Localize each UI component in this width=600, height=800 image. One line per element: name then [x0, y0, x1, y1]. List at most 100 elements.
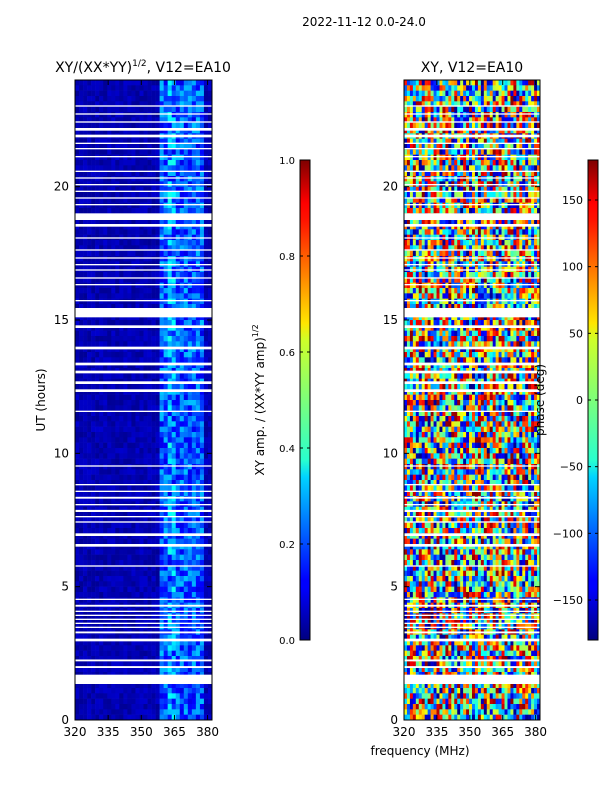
heatmap-cell	[191, 650, 197, 657]
flagged-band	[75, 156, 212, 158]
heatmap-cell	[143, 474, 148, 481]
heatmap-cell	[135, 245, 140, 251]
heatmap-cell	[183, 106, 189, 113]
heatmap-cell	[418, 160, 423, 166]
heatmap-cell	[510, 160, 514, 166]
heatmap-cell	[123, 453, 128, 459]
heatmap-cell	[442, 144, 446, 150]
heatmap-cell	[127, 192, 132, 198]
heatmap-cell	[163, 560, 168, 566]
heatmap-cell	[427, 144, 431, 150]
heatmap-cell	[504, 144, 508, 150]
heatmap-cell	[171, 218, 177, 225]
heatmap-cell	[466, 144, 470, 150]
heatmap-cell	[151, 394, 156, 401]
heatmap-cell	[123, 522, 128, 529]
heatmap-cell	[99, 421, 104, 427]
heatmap-cell	[179, 149, 185, 155]
heatmap-cell	[489, 138, 493, 145]
heatmap-cell	[119, 634, 124, 641]
heatmap-cell	[199, 618, 205, 625]
heatmap-cell	[516, 149, 520, 155]
heatmap-cell	[103, 453, 108, 459]
heatmap-cell	[183, 325, 189, 331]
heatmap-cell	[159, 709, 164, 715]
heatmap-cell	[159, 208, 164, 214]
heatmap-cell	[147, 384, 152, 390]
heatmap-cell	[415, 165, 420, 171]
heatmap-cell	[179, 256, 185, 262]
heatmap-cell	[474, 90, 479, 97]
heatmap-cell	[516, 128, 520, 134]
heatmap-cell	[195, 448, 201, 454]
heatmap-cell	[131, 85, 136, 91]
heatmap-cell	[175, 314, 181, 321]
heatmap-cell	[147, 544, 152, 550]
heatmap-cell	[207, 293, 213, 299]
heatmap-cell	[107, 352, 112, 358]
flagged-band	[75, 509, 212, 512]
heatmap-cell	[207, 384, 213, 390]
heatmap-cell	[159, 176, 164, 182]
heatmap-cell	[163, 314, 168, 321]
heatmap-cell	[123, 277, 128, 283]
heatmap-cell	[427, 106, 431, 113]
heatmap-cell	[87, 496, 92, 502]
heatmap-cell	[135, 208, 140, 214]
heatmap-cell	[469, 80, 473, 86]
heatmap-cell	[83, 576, 88, 582]
heatmap-cell	[99, 112, 104, 118]
heatmap-cell	[171, 117, 177, 123]
heatmap-cell	[135, 581, 140, 587]
heatmap-cell	[424, 106, 428, 113]
heatmap-cell	[147, 394, 152, 401]
heatmap-cell	[103, 320, 108, 326]
heatmap-cell	[99, 229, 104, 235]
heatmap-cell	[183, 682, 189, 689]
heatmap-cell	[445, 154, 449, 161]
heatmap-cell	[155, 709, 160, 715]
heatmap-cell	[167, 634, 173, 641]
heatmap-cell	[103, 656, 108, 662]
heatmap-cell	[143, 437, 148, 443]
heatmap-cell	[87, 256, 92, 262]
heatmap-cell	[451, 122, 455, 129]
heatmap-cell	[115, 570, 120, 577]
heatmap-cell	[207, 592, 213, 598]
heatmap-cell	[135, 341, 140, 347]
heatmap-cell	[79, 517, 84, 523]
heatmap-cell	[460, 117, 464, 123]
heatmap-cell	[175, 272, 181, 278]
x-tick-label: 365	[163, 725, 186, 739]
heatmap-cell	[99, 341, 104, 347]
heatmap-cell	[111, 336, 116, 342]
heatmap-cell	[99, 240, 104, 246]
heatmap-cell	[163, 170, 168, 177]
heatmap-cell	[91, 560, 96, 566]
heatmap-cell	[409, 138, 414, 145]
heatmap-cell	[183, 224, 189, 230]
flagged-band	[75, 544, 212, 547]
heatmap-cell	[159, 101, 164, 107]
heatmap-cell	[99, 202, 104, 209]
heatmap-cell	[183, 704, 189, 710]
heatmap-cell	[95, 384, 100, 390]
heatmap-cell	[167, 448, 173, 454]
heatmap-cell	[195, 432, 201, 438]
heatmap-cell	[131, 650, 136, 657]
heatmap-cell	[151, 218, 156, 225]
heatmap-cell	[107, 618, 112, 625]
heatmap-cell	[412, 96, 417, 102]
heatmap-cell	[107, 666, 112, 673]
heatmap-cell	[195, 714, 201, 721]
heatmap-cell	[135, 288, 140, 294]
heatmap-cell	[119, 613, 124, 619]
heatmap-cell	[119, 208, 124, 214]
heatmap-cell	[159, 298, 164, 305]
heatmap-cell	[537, 90, 541, 97]
heatmap-cell	[406, 165, 411, 171]
heatmap-cell	[183, 128, 189, 134]
heatmap-cell	[448, 106, 452, 113]
heatmap-cell	[95, 458, 100, 465]
heatmap-cell	[179, 192, 185, 198]
